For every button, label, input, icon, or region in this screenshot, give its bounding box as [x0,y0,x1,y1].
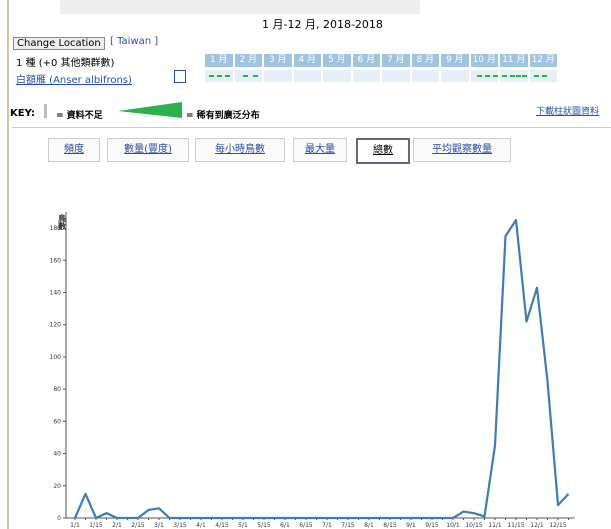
occurrence-dash [522,75,527,77]
top-bar [60,0,420,14]
tab[interactable]: 最大量 [293,138,347,162]
month-cell [382,70,410,82]
month-cell [441,70,469,82]
tab[interactable]: 平均觀察數量 [413,138,511,162]
occurrence-dash [502,75,507,77]
month-header: 3 月 [264,54,292,67]
species-link[interactable]: 白額雁 (Anser albifrons) [16,75,132,86]
x-tick-label: 6/1 [280,522,290,529]
x-tick-label: 4/15 [215,522,229,529]
divider [12,127,611,128]
y-axis-label: 鳥數 [58,213,67,231]
x-tick-label: 4/1 [196,522,206,529]
tab[interactable]: 每小時鳥數 [195,138,285,162]
key-swatch [44,104,47,118]
x-tick-label: 2/1 [112,522,122,529]
occurrence-dash [225,75,230,77]
month-cell [352,70,380,82]
occurrence-dash [209,75,214,77]
occurrence-dash [217,75,222,77]
data-line [73,218,570,520]
month-header: 4 月 [293,54,321,67]
x-tick-label: 5/1 [238,522,248,529]
month-header: 2 月 [234,54,262,67]
occurrence-dash [252,75,258,77]
key-wedge [118,102,182,118]
chart: 鳥數 0 20 40 60 80 100 120 140 160 180 1/1 1/15 2/1 2/15… [50,212,575,529]
month-header: 12 月 [529,54,557,67]
y-tick-label: 80 [53,386,61,393]
x-tick-label: 1/1 [70,522,80,529]
species-count: 1 種 (+0 其他類群數) [16,58,115,69]
occurrence-dash [484,75,490,77]
month-cell [264,70,292,82]
month-header: 7 月 [382,54,410,67]
x-tick-label: 10/1 [446,522,460,529]
y-tick-label: 40 [53,451,61,458]
x-tick-label: 6/15 [299,522,313,529]
x-tick-label: 9/1 [406,522,416,529]
frame [7,0,611,529]
key-insufficient: = 資料不足 [56,111,103,121]
change-location-button[interactable]: Change Location [13,37,105,50]
tab[interactable]: 數量(豐度) [107,138,189,162]
x-tick-label: 11/15 [507,522,524,529]
tab[interactable]: 總數 [356,138,410,164]
x-tick-label: 12/15 [549,522,566,529]
tab[interactable]: 頻度 [48,138,100,162]
x-tick-label: 8/15 [383,522,397,529]
y-tick-label: 0 [57,515,61,522]
x-tick-label: 9/15 [425,522,439,529]
month-cell [470,70,498,82]
y-tick-label: 140 [50,290,62,297]
map-icon[interactable] [174,70,186,83]
x-tick-label: 11/1 [488,522,502,529]
month-cell [234,70,262,82]
month-header: 10 月 [470,54,498,67]
date-range: 1 月-12 月, 2018-2018 [262,18,383,31]
occurrence-dash [476,75,482,77]
occurrence-dash [516,75,521,77]
occurrence-dash [541,75,547,77]
month-header: 9 月 [441,54,469,67]
month-header: 1 月 [205,54,233,67]
month-header: 5 月 [323,54,351,67]
key-range: = 稀有到廣泛分布 [186,111,260,121]
y-tick-label: 20 [53,483,61,490]
location-link[interactable]: [ Taiwan ] [110,36,159,47]
x-tick-label: 7/1 [322,522,332,529]
x-tick-label: 3/1 [154,522,164,529]
download-link[interactable]: 下載柱狀圖資料 [536,107,600,117]
x-tick-label: 3/15 [173,522,187,529]
y-tick-label: 60 [53,418,61,425]
x-tick-label: 2/15 [131,522,145,529]
month-cell [411,70,439,82]
x-tick-label: 10/15 [465,522,482,529]
x-tick-label: 1/15 [89,522,103,529]
occurrence-dash [492,75,498,77]
y-tick-label: 180 [50,225,62,232]
y-tick-label: 160 [50,257,62,264]
x-tick-label: 5/15 [257,522,271,529]
x-tick-label: 7/15 [341,522,355,529]
month-header: 8 月 [411,54,439,67]
key-label: KEY: [10,108,35,119]
month-header: 11 月 [500,54,528,67]
month-cell [293,70,321,82]
x-tick-label: 8/1 [364,522,374,529]
occurrence-dash [533,75,539,77]
occurrence-dash [510,75,515,77]
x-tick-label: 12/1 [530,522,544,529]
occurrence-dash [242,75,248,77]
y-tick-label: 120 [50,322,62,329]
y-tick-label: 100 [50,354,62,361]
month-header: 6 月 [352,54,380,67]
month-cell [323,70,351,82]
